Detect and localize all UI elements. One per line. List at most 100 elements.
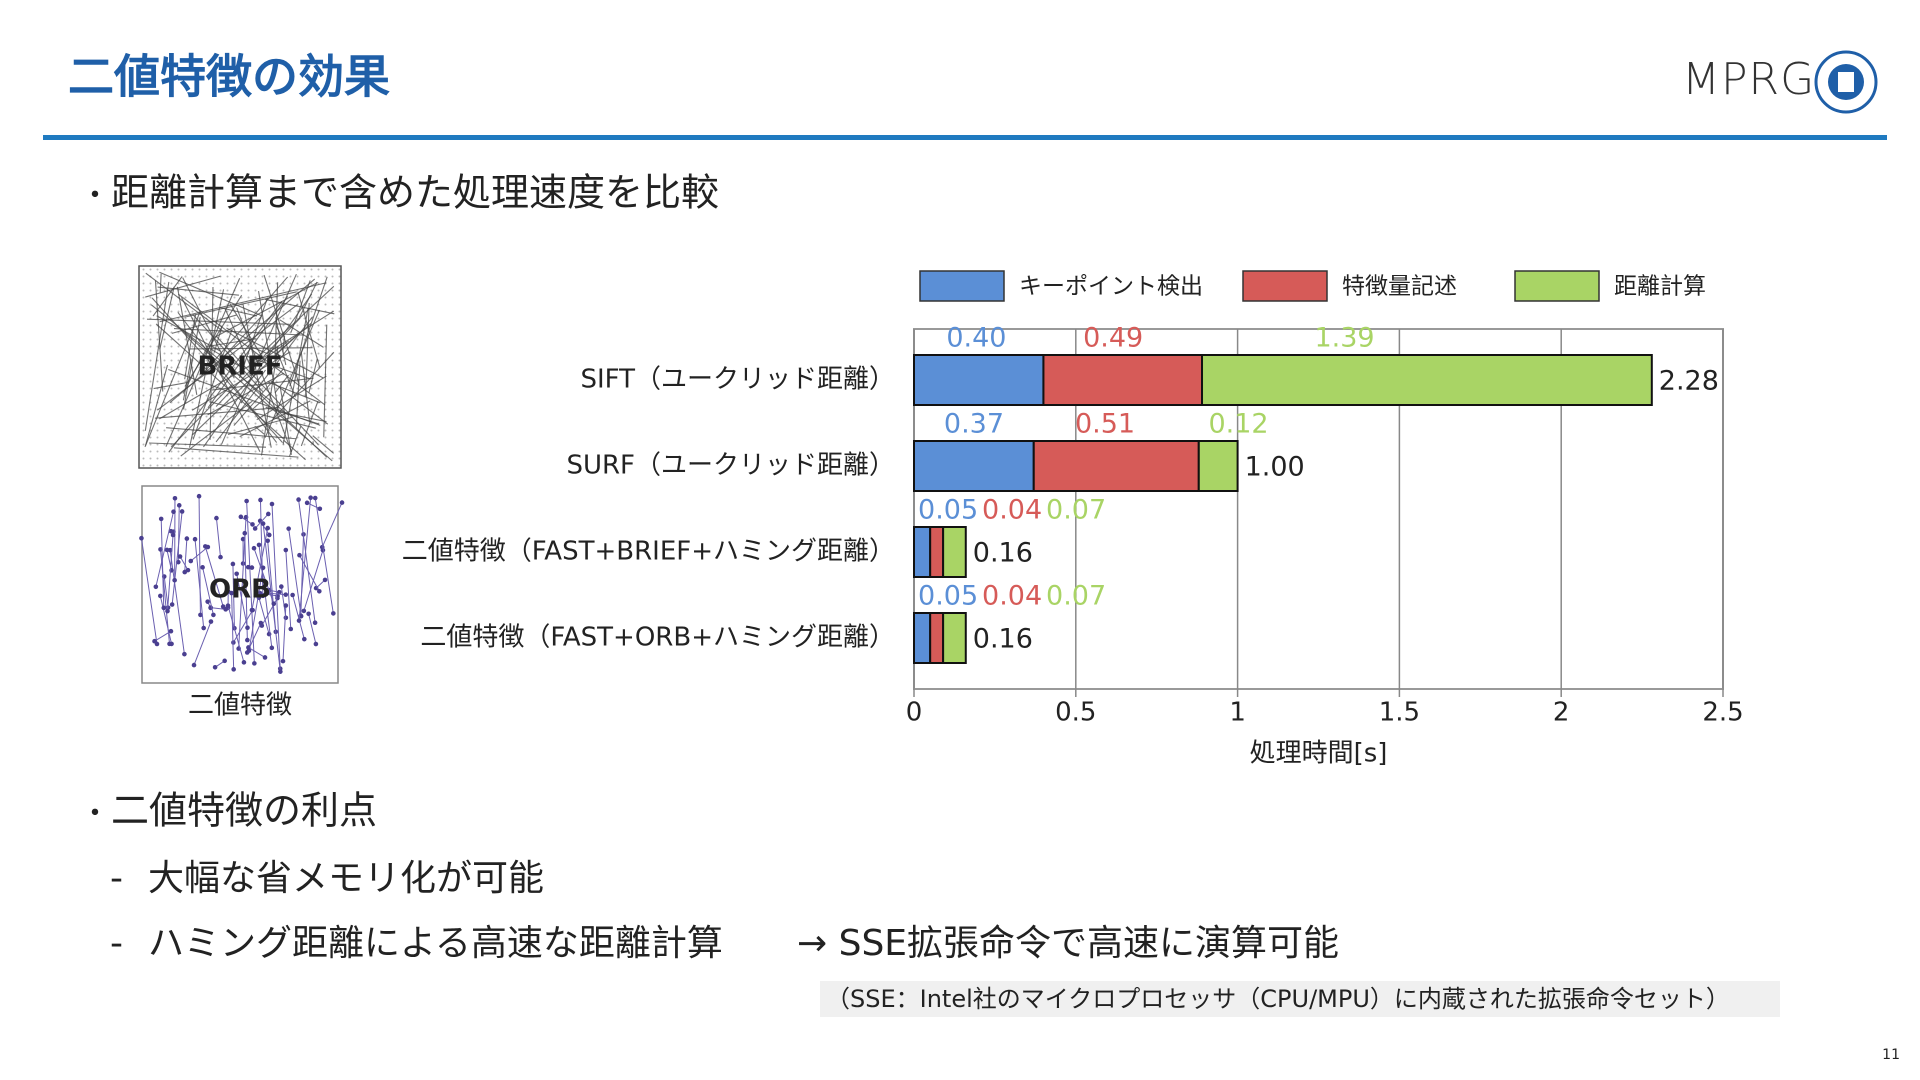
pattern-line: [194, 539, 205, 629]
pattern-point: [283, 615, 289, 621]
pattern-line: [275, 325, 281, 334]
pattern-line: [219, 307, 258, 317]
pattern-point: [172, 496, 178, 501]
total-label: 0.16: [973, 538, 1033, 569]
pattern-line: [177, 505, 180, 563]
pattern-line: [210, 607, 226, 610]
pattern-line: [177, 293, 326, 406]
pattern-line: [265, 298, 335, 315]
pattern-point: [234, 571, 239, 577]
pattern-point: [283, 603, 289, 608]
page-number: 11: [1882, 1047, 1900, 1063]
logo-emblem: [1814, 50, 1878, 114]
pattern-point: [296, 497, 301, 502]
value-label: 0.51: [1075, 409, 1135, 440]
pattern-point: [169, 641, 174, 647]
pattern-point: [249, 565, 255, 570]
pattern-line: [267, 592, 286, 596]
value-label: 0.04: [982, 581, 1042, 612]
figure-label: ORB: [209, 575, 271, 605]
pattern-line: [152, 276, 183, 317]
pattern-line: [323, 324, 328, 438]
pattern-line: [264, 309, 320, 438]
pattern-point: [262, 655, 268, 660]
pattern-point: [169, 602, 175, 607]
legend-label: 距離計算: [1614, 274, 1706, 300]
pattern-line: [233, 368, 284, 426]
pattern-point: [296, 618, 302, 623]
pattern-point: [225, 603, 231, 608]
pattern-line: [192, 328, 233, 440]
pattern-line: [173, 447, 299, 458]
pattern-point: [201, 625, 206, 631]
pattern-line: [182, 277, 235, 379]
pattern-point: [306, 611, 311, 617]
x-tick-label: 2: [1553, 698, 1570, 728]
pattern-line: [298, 499, 316, 623]
y-tick-label: 二値特徴（FAST+BRIEF+ハミング距離）: [402, 537, 895, 567]
pattern-line: [248, 647, 266, 658]
pattern-point: [230, 561, 236, 567]
pattern-point: [245, 625, 250, 630]
sub-bullet-note: → SSE拡張命令で高速に演算可能: [797, 923, 1339, 964]
pattern-line: [144, 281, 170, 431]
pattern-line: [182, 316, 201, 410]
pattern-line: [248, 567, 264, 651]
pattern-line: [203, 293, 313, 448]
pattern-line: [239, 400, 311, 438]
pattern-point: [246, 645, 251, 650]
x-tick-label: 0: [906, 698, 923, 728]
pattern-line: [177, 311, 278, 443]
pattern-line: [168, 301, 283, 453]
orb-figure: ORB: [139, 485, 345, 684]
pattern-point: [179, 509, 185, 514]
pattern-line: [191, 351, 291, 411]
pattern-line: [314, 497, 334, 614]
pattern-point: [304, 500, 310, 506]
sub-bullet: ハミング距離による高速な距離計算: [148, 923, 723, 964]
pattern-point: [269, 501, 275, 507]
pattern-line: [159, 271, 263, 317]
pattern-point: [211, 612, 216, 618]
pattern-line: [312, 435, 334, 454]
pattern-point: [203, 544, 208, 549]
pattern-line: [321, 502, 343, 548]
pattern-line: [232, 609, 254, 643]
pattern-line: [279, 386, 292, 455]
pattern-line: [163, 576, 169, 608]
pattern-line: [285, 550, 292, 630]
bar-segment: [942, 526, 967, 578]
pattern-line: [148, 442, 267, 448]
title-rule: [43, 135, 1887, 140]
pattern-line: [257, 290, 280, 412]
x-tick-label: 1.5: [1379, 698, 1420, 728]
pattern-line: [166, 534, 174, 612]
pattern-line: [150, 304, 289, 416]
brief-figure: BRIEF: [138, 265, 342, 469]
pattern-line: [215, 518, 222, 558]
pattern-line: [188, 289, 225, 448]
pattern-line: [282, 605, 287, 662]
pattern-line: [193, 621, 212, 666]
bullet-dot: ・: [80, 179, 110, 214]
pattern-line: [246, 500, 255, 664]
pattern-point: [205, 599, 210, 604]
pattern-line: [202, 567, 214, 616]
pattern-line: [145, 275, 221, 298]
pattern-point: [164, 547, 170, 553]
value-label: 0.07: [1046, 495, 1106, 526]
pattern-point: [165, 608, 170, 614]
pattern-line: [176, 286, 198, 395]
pattern-line: [275, 349, 296, 398]
value-label: 0.49: [1083, 323, 1143, 354]
pattern-point: [280, 658, 286, 664]
pattern-line: [220, 273, 297, 445]
pattern-point: [241, 660, 247, 665]
pattern-line: [201, 276, 289, 376]
pattern-line: [160, 518, 165, 608]
pattern-line: [204, 546, 224, 607]
bar-segment: [913, 354, 1045, 406]
pattern-point: [191, 662, 197, 668]
bar-segment: [913, 612, 932, 664]
